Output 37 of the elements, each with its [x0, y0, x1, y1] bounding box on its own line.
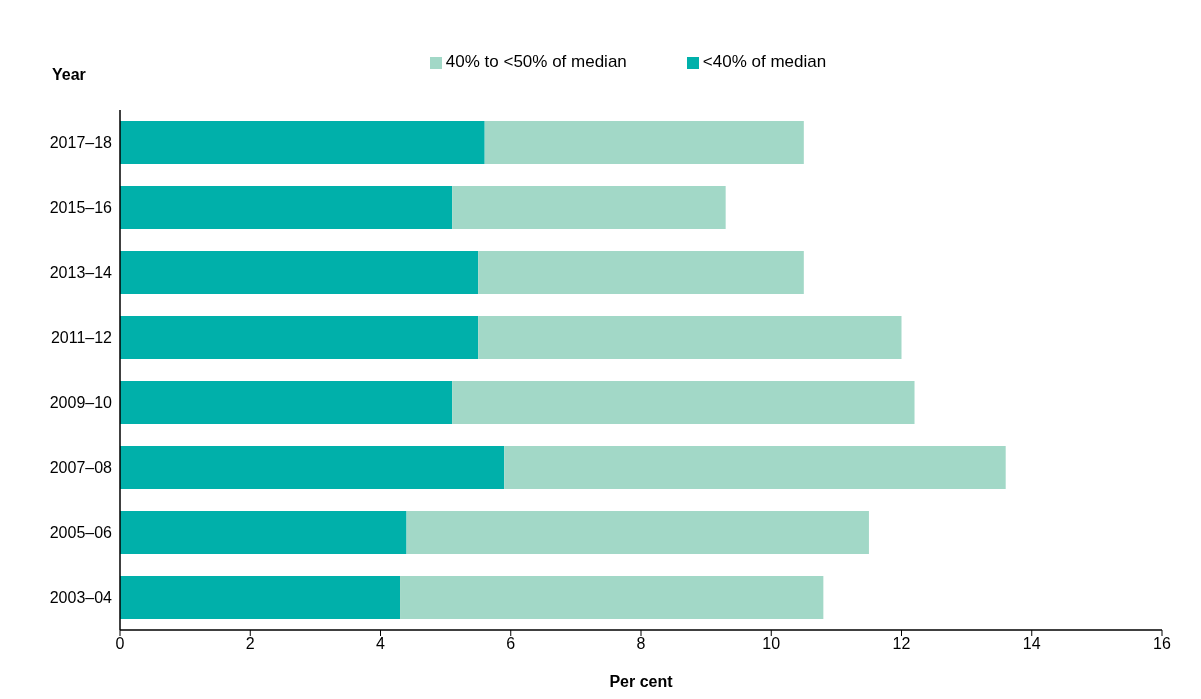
- bar: [120, 446, 505, 490]
- bar: [120, 576, 401, 620]
- x-tick-label: 10: [762, 635, 781, 653]
- y-tick-label: 2015–16: [49, 199, 113, 217]
- bar: [504, 446, 1006, 490]
- bar: [478, 251, 804, 295]
- bar: [452, 381, 915, 425]
- bar: [478, 316, 902, 360]
- bar: [120, 511, 407, 555]
- bar: [120, 381, 453, 425]
- y-axis-title: Year: [52, 66, 86, 84]
- y-tick-label: 2011–12: [50, 329, 113, 347]
- x-tick-label: 16: [1153, 635, 1171, 653]
- y-tick-label: 2009–10: [49, 394, 113, 412]
- x-tick-label: 8: [636, 635, 646, 653]
- bar: [452, 186, 726, 230]
- x-tick-label: 14: [1022, 635, 1041, 653]
- legend-label: 40% to <50% of median: [445, 52, 627, 71]
- bar: [484, 121, 804, 165]
- x-tick-label: 12: [892, 635, 911, 653]
- legend-label: <40% of median: [702, 52, 827, 71]
- bar: [120, 186, 453, 230]
- x-tick-label: 4: [376, 635, 386, 653]
- x-axis-title: Per cent: [609, 673, 674, 690]
- x-tick-label: 0: [115, 635, 125, 653]
- y-tick-label: 2005–06: [49, 524, 113, 542]
- bar: [120, 251, 479, 295]
- bar: [400, 576, 824, 620]
- bar: [406, 511, 869, 555]
- y-tick-label: 2003–04: [49, 589, 113, 607]
- x-tick-label: 6: [506, 635, 516, 653]
- y-tick-label: 2007–08: [49, 459, 113, 477]
- y-tick-label: 2017–18: [49, 134, 113, 152]
- bar: [120, 121, 485, 165]
- y-tick-label: 2013–14: [49, 264, 113, 282]
- x-tick-label: 2: [245, 635, 255, 653]
- bar: [120, 316, 479, 360]
